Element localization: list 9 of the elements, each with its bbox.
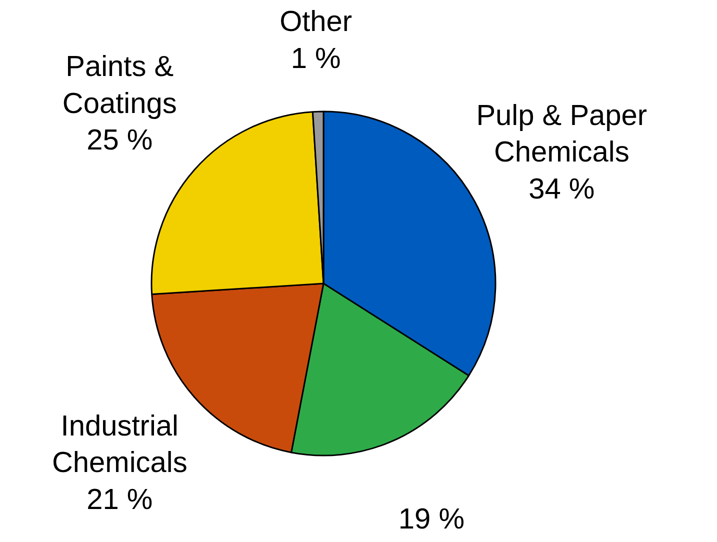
data-label: 21 % [86,484,153,516]
slice-label: Industrial Chemicals [52,410,188,480]
slice-label: Pulp & Paper Chemicals [476,100,648,169]
data-label: 34 % [528,173,595,206]
data-label: 19 % [398,504,464,536]
data-label: 1 % [290,42,341,75]
data-label: 25 % [86,124,153,157]
slice-label: Paints & Coatings [62,50,177,120]
slice-label: Other [280,6,352,38]
